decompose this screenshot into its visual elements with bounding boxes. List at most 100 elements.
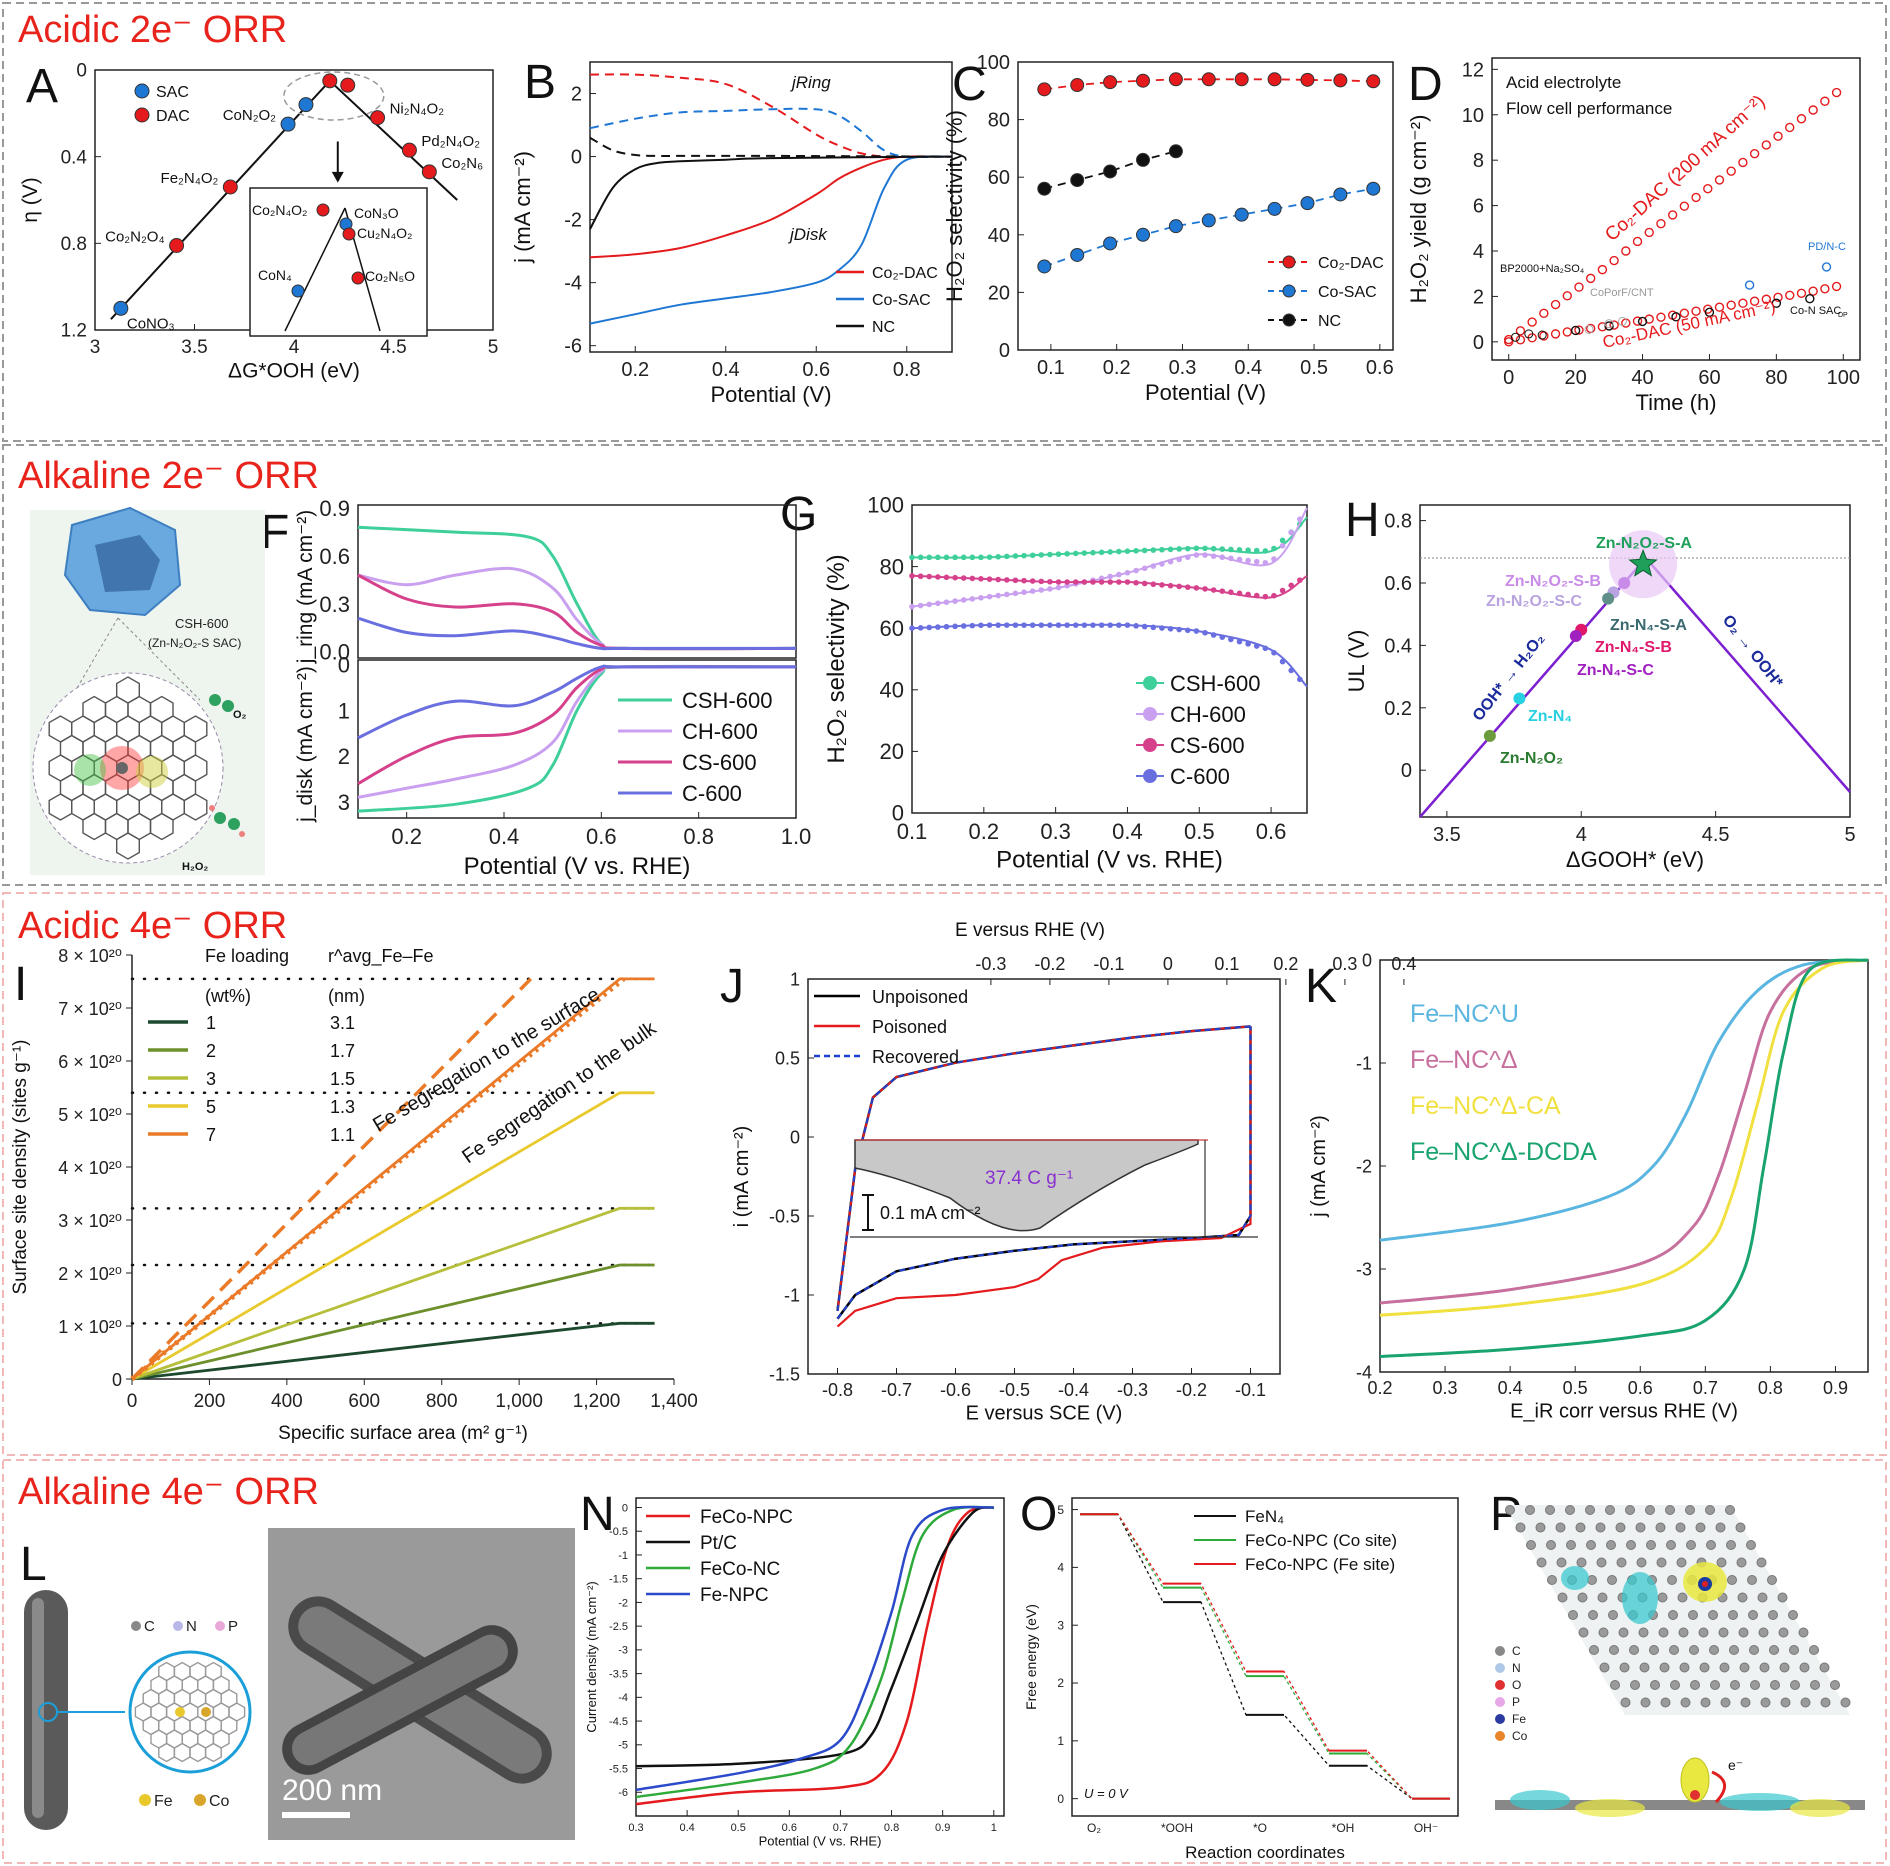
panel-e-sublabel: (Zn-N₂O₂-S SAC) bbox=[148, 636, 241, 650]
x-tick-label: 0.6 bbox=[782, 1822, 797, 1834]
data-point bbox=[1150, 563, 1157, 569]
svg-text:P: P bbox=[1512, 1695, 1520, 1709]
lattice-atom bbox=[1746, 1540, 1756, 1550]
x-tick-label: 0.6 bbox=[1628, 1378, 1653, 1398]
data-point bbox=[1193, 552, 1200, 558]
data-point bbox=[969, 622, 976, 629]
data-point bbox=[1047, 622, 1053, 628]
data-point bbox=[969, 575, 976, 582]
legend-label: CS-600 bbox=[682, 750, 757, 775]
point-50ma bbox=[1714, 302, 1725, 312]
lattice-atom bbox=[1716, 1557, 1727, 1568]
data-point bbox=[1184, 584, 1191, 590]
lattice-atom bbox=[1718, 1627, 1729, 1638]
chart-n-lsv: 0.3 0.4 0.5 0.6 0.7 0.8 0.9 1 0 -0.5 -1 -1.5 -2 -2.5 -… bbox=[584, 1497, 1005, 1848]
lattice-atom bbox=[1720, 1697, 1731, 1708]
data-point bbox=[1004, 577, 1010, 583]
series-line-2 bbox=[635, 1505, 994, 1799]
point-50ma bbox=[1808, 286, 1818, 296]
y-tick-label: -6 bbox=[564, 336, 582, 358]
data-point bbox=[1253, 547, 1260, 554]
data-point bbox=[1072, 622, 1079, 628]
top-tick-label: -0.2 bbox=[1034, 954, 1065, 974]
y-tick-label: 0 bbox=[892, 801, 904, 826]
y-tick-label: -3.5 bbox=[609, 1668, 628, 1680]
point-200ma bbox=[1609, 255, 1619, 266]
lattice-atom bbox=[1678, 1627, 1689, 1638]
lattice-atom bbox=[1535, 1522, 1546, 1533]
category-label: *OH bbox=[1332, 1821, 1355, 1835]
lattice-zoom-circle bbox=[128, 1650, 252, 1774]
data-point bbox=[1012, 577, 1019, 584]
data-point bbox=[1228, 589, 1234, 596]
point-pdnc bbox=[1821, 262, 1832, 272]
legend-label: FeCo-NC bbox=[700, 1559, 780, 1580]
lattice-atom bbox=[1599, 1662, 1610, 1673]
panel-letters: A B C D E F G H I J K L M N O P bbox=[14, 56, 1522, 1591]
inset-scale-label: 0.1 mA cm⁻² bbox=[880, 1203, 981, 1223]
chart-c-selectivity: 0.1 0.2 0.3 0.4 0.5 0.6 0 20 40 60 80 100 Potential … bbox=[942, 52, 1394, 405]
ring-curve-1 bbox=[357, 566, 797, 651]
data-point bbox=[1202, 629, 1208, 636]
legend-wt: 2 bbox=[206, 1041, 216, 1061]
lattice-atom bbox=[1505, 1505, 1515, 1515]
x-tick-label: 800 bbox=[426, 1391, 458, 1412]
series-line-1 bbox=[1379, 958, 1869, 1305]
legend-label: Recovered bbox=[872, 1047, 959, 1067]
panel-letter-k: K bbox=[1305, 960, 1337, 1013]
plot-frame-top bbox=[357, 504, 797, 659]
x-tick-label: 0.2 bbox=[1367, 1378, 1392, 1398]
data-point bbox=[969, 554, 976, 561]
lattice-atom bbox=[1588, 1610, 1598, 1620]
series-line-3 bbox=[635, 1505, 994, 1792]
inset-label: CoN₃O bbox=[354, 205, 399, 221]
data-point bbox=[1029, 552, 1036, 559]
data-point bbox=[952, 598, 958, 604]
x-tick-label: 400 bbox=[271, 1391, 303, 1412]
legend-label: Poisoned bbox=[872, 1017, 947, 1037]
data-point bbox=[1167, 546, 1174, 553]
y-tick-label: 5 bbox=[1057, 1503, 1064, 1517]
chart-g-selectivity: 0.1 0.2 0.3 0.4 0.5 0.6 0 20 40 60 80 100 Potential … bbox=[823, 493, 1308, 874]
data-point bbox=[1055, 622, 1062, 628]
disk-curve-0 bbox=[589, 155, 953, 259]
lattice-atom bbox=[1610, 1680, 1620, 1690]
x-axis-label: ΔG*OOH (eV) bbox=[228, 360, 360, 383]
lattice-atom bbox=[1650, 1680, 1660, 1690]
legend-wt: 1 bbox=[206, 1013, 216, 1033]
data-point bbox=[1288, 582, 1294, 589]
data-point bbox=[1184, 545, 1191, 552]
lattice-atom bbox=[1780, 1697, 1791, 1708]
plot-frame bbox=[1071, 1497, 1459, 1817]
y-tick-label: -0.5 bbox=[769, 1206, 800, 1226]
arrow-head bbox=[331, 171, 344, 183]
x-tick-label: 200 bbox=[194, 1391, 226, 1412]
y-tick-label: -4 bbox=[1356, 1362, 1372, 1382]
data-point bbox=[1081, 550, 1088, 556]
x-tick-label: 600 bbox=[348, 1391, 380, 1412]
bulk-segregation-line bbox=[130, 976, 626, 1381]
x-tick-label: 0.7 bbox=[1693, 1378, 1718, 1398]
data-point bbox=[1064, 579, 1070, 585]
data-point bbox=[960, 623, 967, 629]
data-point bbox=[969, 596, 976, 602]
point-con bbox=[1805, 293, 1815, 304]
legend-header: Fe loading bbox=[205, 946, 289, 966]
y-tick-label: 2 bbox=[1057, 1676, 1064, 1690]
data-point bbox=[1176, 546, 1182, 552]
point-50ma bbox=[1831, 281, 1842, 292]
n-site-glow bbox=[74, 754, 106, 786]
legend-marker bbox=[1143, 738, 1157, 752]
lattice-atom bbox=[1545, 1505, 1555, 1515]
y-tick-label: 20 bbox=[880, 739, 904, 764]
lattice-atom bbox=[1748, 1610, 1758, 1620]
point-200ma bbox=[1796, 114, 1807, 124]
lattice-atom bbox=[1737, 1592, 1748, 1603]
data-point bbox=[943, 599, 950, 606]
data-point bbox=[1150, 581, 1157, 588]
x-tick-label: 0.4 bbox=[489, 824, 520, 849]
data-point bbox=[1262, 559, 1269, 566]
lattice-atom bbox=[1728, 1610, 1738, 1620]
y-tick-label: -4 bbox=[564, 273, 582, 295]
data-point bbox=[1012, 622, 1019, 628]
